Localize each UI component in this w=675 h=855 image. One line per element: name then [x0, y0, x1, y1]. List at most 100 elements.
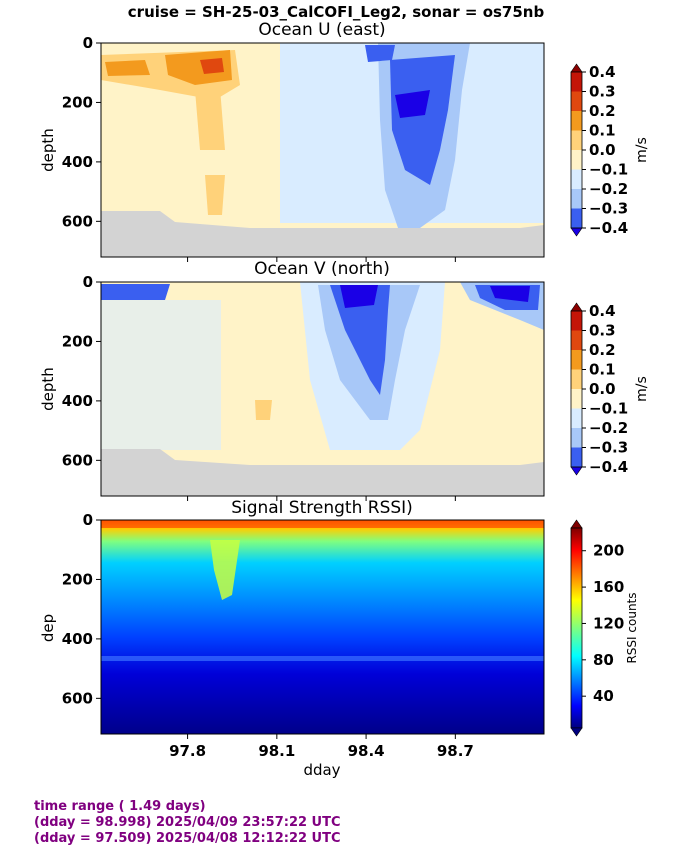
y-tick-label: 0	[83, 34, 93, 52]
colorbar-extend-max	[570, 63, 583, 73]
colorbar-bin	[571, 91, 582, 112]
panel-u-y-ticks: 0 200 400 600	[62, 34, 456, 262]
colorbar-bin	[571, 389, 582, 409]
colorbar-tick-label: 0.2	[589, 102, 616, 120]
panel-rssi-y-ticks: 0 200 400 600	[62, 511, 456, 739]
colorbar-tick-label: 200	[593, 542, 624, 560]
colorbar-bin	[571, 189, 582, 209]
u-positive-patch-deep	[205, 175, 225, 215]
colorbar-tick-label: −0.1	[589, 161, 628, 179]
colorbar-bin	[571, 350, 582, 370]
panel-rssi-field	[101, 520, 544, 734]
time-range-footer: time range ( 1.49 days) (dday = 98.998) …	[34, 799, 341, 846]
colorbar-tick-label: 0.2	[589, 341, 616, 359]
figure-suptitle: cruise = SH-25-03_CalCOFI_Leg2, sonar = …	[128, 3, 545, 21]
x-axis-label: dday	[303, 761, 340, 779]
panel-rssi: Signal Strength RSSI) 0 200 400 600 dep 200…	[39, 498, 639, 739]
colorbar-tick-label: 120	[593, 614, 624, 632]
u-negative-core-mid	[390, 55, 455, 185]
x-axis-ticks: 97.8 98.1 98.4 98.7	[169, 742, 474, 760]
colorbar-gradient	[570, 527, 583, 729]
panel-u-title: Ocean U (east)	[258, 20, 385, 40]
colorbar-tick-label: 0.4	[589, 302, 616, 320]
v-negative-east-inner	[490, 286, 530, 302]
colorbar-tick-label: 0.4	[589, 63, 616, 81]
y-tick-label: 0	[83, 511, 93, 529]
panel-v-frame	[100, 281, 545, 497]
colorbar-bin	[571, 72, 582, 92]
colorbar-tick-label: 0.3	[589, 322, 616, 340]
colorbar-bin	[571, 330, 582, 351]
y-tick-label: 600	[62, 212, 93, 230]
colorbar-extend-min	[570, 466, 583, 476]
panel-v-colorbar: 0.4 0.30.2 0.10.0 −0.1−0.2 −0.3−0.4	[570, 302, 628, 476]
u-nodata-mask	[101, 211, 544, 257]
panel-u-frame	[100, 42, 545, 258]
v-negative-core-inner	[340, 285, 378, 308]
colorbar-tick-label: 0.0	[589, 141, 616, 159]
colorbar-tick-label: 160	[593, 578, 624, 596]
footer-start-time: (dday = 97.509) 2025/04/08 12:12:22 UTC	[34, 831, 341, 846]
colorbar-tick-label: −0.4	[589, 458, 628, 476]
colorbar-tick-label: 0.1	[589, 361, 616, 379]
panel-u-cbar-label: m/s	[634, 137, 650, 163]
colorbar-tick-label: −0.2	[589, 180, 628, 198]
panel-u-colorbar: 0.4 0.30.2 0.10.0 −0.1−0.2 −0.3−0.4	[570, 63, 628, 237]
colorbar-bin	[571, 428, 582, 448]
panel-v-cbar-label: m/s	[634, 376, 650, 402]
panel-rssi-ylabel: dep	[39, 614, 57, 642]
colorbar-bin	[571, 111, 582, 131]
v-negative-northwest	[101, 284, 170, 300]
panel-rssi-cbar-label: RSSI counts	[625, 592, 639, 663]
colorbar-tick-label: 0.1	[589, 122, 616, 140]
colorbar-extend-max	[570, 302, 583, 312]
colorbar-tick-label: −0.4	[589, 219, 628, 237]
colorbar-extend-max	[570, 519, 583, 529]
panel-u-field	[101, 43, 544, 257]
colorbar-bin	[571, 408, 582, 429]
colorbar-tick-label: 0.3	[589, 83, 616, 101]
colorbar-bin	[571, 130, 582, 151]
colorbar-bin	[571, 311, 582, 331]
colorbar-tick-label: −0.1	[589, 400, 628, 418]
v-weak-negative-west	[101, 300, 221, 450]
x-tick-label: 97.8	[169, 742, 206, 760]
u-positive-patch-core	[200, 58, 224, 74]
v-negative-core-mid	[330, 285, 390, 395]
y-tick-label: 600	[62, 689, 93, 707]
y-tick-label: 200	[62, 332, 93, 350]
colorbar-bin	[571, 169, 582, 190]
panel-v-field	[101, 282, 544, 496]
colorbar-tick-label: 0.0	[589, 380, 616, 398]
colorbar-bin	[571, 447, 582, 468]
y-tick-label: 400	[62, 630, 93, 648]
colorbar-tick-label: −0.3	[589, 200, 628, 218]
colorbar-bin	[571, 208, 582, 229]
panel-v-title: Ocean V (north)	[254, 259, 390, 279]
colorbar-tick-label: −0.3	[589, 439, 628, 457]
u-negative-patch-top	[365, 45, 395, 62]
v-positive-patch	[255, 400, 272, 420]
y-tick-label: 400	[62, 392, 93, 410]
v-nodata-mask	[101, 449, 544, 496]
colorbar-bin	[571, 150, 582, 170]
colorbar-extend-min	[570, 727, 583, 737]
u-negative-core-inner	[395, 90, 430, 118]
panel-v-y-ticks: 0 200 400 600	[62, 273, 456, 501]
colorbar-tick-label: 40	[593, 687, 614, 705]
y-tick-label: 600	[62, 451, 93, 469]
colorbar-tick-label: −0.2	[589, 419, 628, 437]
colorbar-tick-label: 80	[593, 651, 614, 669]
x-tick-label: 98.4	[348, 742, 385, 760]
footer-end-time: (dday = 98.998) 2025/04/09 23:57:22 UTC	[34, 815, 341, 830]
colorbar-extend-min	[570, 227, 583, 237]
y-tick-label: 200	[62, 570, 93, 588]
panel-u-ylabel: depth	[39, 128, 57, 172]
u-positive-patch-west	[105, 60, 150, 76]
panel-rssi-title: Signal Strength RSSI)	[231, 498, 413, 518]
u-positive-column	[195, 88, 225, 150]
panel-rssi-colorbar: 200 160 120 80 40	[570, 519, 624, 737]
